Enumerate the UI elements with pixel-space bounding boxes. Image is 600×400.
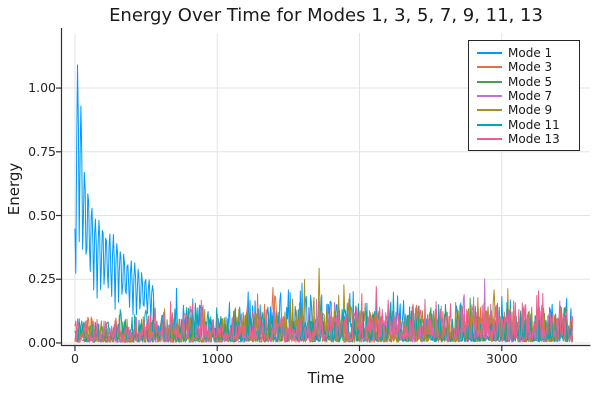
gridlines: [62, 33, 590, 345]
y-tick-label: 0.25: [28, 271, 56, 287]
legend-line-swatch: [477, 123, 502, 126]
y-tick-label: 1.00: [28, 80, 56, 96]
x-tick-label: 0: [70, 351, 79, 366]
legend-item: Mode 9: [477, 103, 575, 117]
chart-title: Energy Over Time for Modes 1, 3, 5, 7, 9…: [109, 5, 543, 26]
legend-label: Mode 5: [508, 74, 553, 89]
legend: Mode 1 Mode 3 Mode 5 Mode 7 Mode 9 Mode 11 Mod…: [468, 40, 580, 152]
legend-label: Mode 3: [508, 60, 553, 75]
series-line-mode-13: [74, 285, 574, 342]
x-tick-label: 2000: [343, 351, 376, 366]
legend-item: Mode 11: [477, 117, 575, 132]
y-tick-label: 0.75: [28, 143, 56, 159]
legend-line-swatch: [477, 66, 502, 69]
series-line-mode-9: [74, 267, 573, 343]
legend-item: Mode 7: [477, 89, 575, 103]
axes: [56, 28, 591, 351]
legend-label: Mode 1: [508, 46, 553, 61]
legend-line-swatch: [477, 95, 502, 98]
legend-line-swatch: [477, 137, 502, 140]
x-tick-label: 3000: [485, 351, 518, 366]
legend-label: Mode 11: [508, 117, 560, 132]
legend-line-swatch: [477, 109, 502, 112]
y-tick-label: 0.00: [28, 334, 56, 350]
legend-item: Mode 1: [477, 46, 575, 60]
legend-label: Mode 13: [508, 131, 560, 146]
x-tick-label: 1000: [201, 351, 234, 366]
legend-item: Mode 13: [477, 132, 575, 146]
legend-item: Mode 5: [477, 75, 575, 89]
legend-label: Mode 7: [508, 89, 553, 104]
legend-line-swatch: [477, 80, 502, 83]
y-tick-label: 0.50: [28, 207, 56, 223]
legend-label: Mode 9: [508, 103, 553, 118]
x-axis-label: Time: [307, 369, 345, 387]
legend-line-swatch: [477, 52, 502, 55]
series-lines: [74, 64, 574, 343]
legend-item: Mode 3: [477, 60, 575, 74]
